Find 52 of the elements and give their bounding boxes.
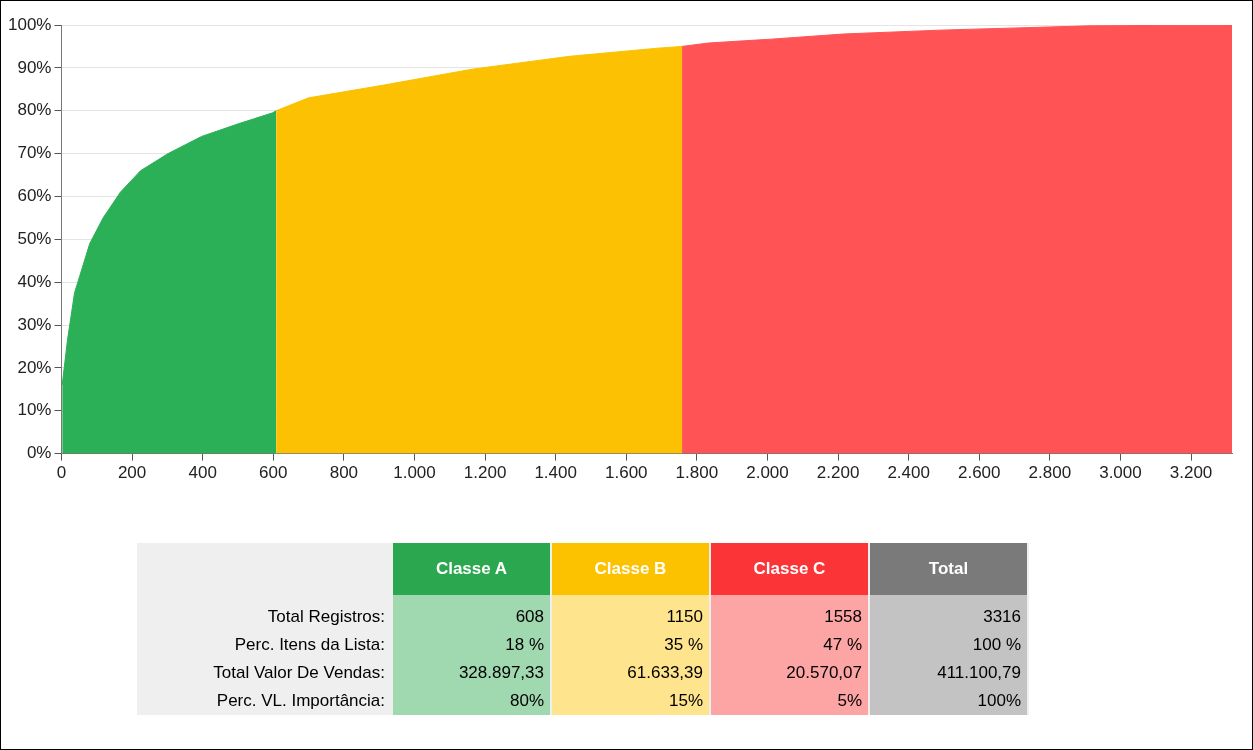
y-tick-label: 0% — [26, 443, 52, 463]
y-tick-label: 60% — [17, 186, 52, 206]
y-tick-label: 20% — [17, 357, 52, 377]
text: 1150 — [666, 607, 703, 626]
category-label: Classe C — [711, 543, 868, 595]
text: 18 % — [505, 635, 544, 654]
x-tick-label: 800 — [329, 463, 359, 483]
x-tick-label: 3.000 — [1099, 463, 1142, 483]
x-tick-label: 3.200 — [1169, 463, 1213, 483]
x-tick-label: 1.800 — [675, 463, 719, 483]
category-label: Total Valor De Vendas: — [213, 663, 385, 682]
y-tick-label: 80% — [17, 100, 52, 120]
category-label: Total — [870, 543, 1027, 595]
y-tick-label: 10% — [17, 400, 52, 420]
y-tick-label: 70% — [17, 143, 52, 163]
category-label: Perc. VL. Importância: — [216, 691, 385, 710]
category-label: Classe B — [552, 543, 709, 595]
x-tick-label: 1.400 — [534, 463, 577, 483]
y-tick-label: 90% — [17, 57, 52, 77]
text: 15% — [668, 691, 703, 710]
x-tick-label: 2.200 — [816, 463, 860, 483]
x-tick-label: 1.600 — [604, 463, 648, 483]
text: 1558 — [824, 607, 862, 626]
y-tick-label: 40% — [17, 271, 52, 291]
category-label: Perc. Itens da Lista: — [234, 635, 385, 654]
text: 608 — [515, 607, 544, 626]
x-tick-label: 400 — [188, 463, 217, 483]
text: 100% — [977, 691, 1021, 710]
text: 35 % — [664, 635, 703, 654]
x-tick-label: 0 — [56, 463, 67, 483]
text: 100 % — [972, 635, 1021, 654]
y-tick-label: 50% — [17, 228, 52, 248]
y-tick-label: 100% — [8, 14, 52, 34]
text: 411.100,79 — [937, 663, 1021, 682]
text: 5% — [837, 691, 862, 710]
x-tick-label: 1.000 — [393, 463, 436, 483]
x-tick-label: 2.600 — [957, 463, 1001, 483]
x-tick-label: 2.800 — [1028, 463, 1072, 483]
y-tick-label: 30% — [17, 314, 52, 334]
x-tick-label: 1.200 — [463, 463, 507, 483]
category-label: Total Registros: — [267, 607, 385, 626]
x-tick-label: 600 — [259, 463, 288, 483]
category-label: Classe A — [393, 543, 550, 595]
text: 20.570,07 — [786, 663, 862, 682]
text: 328.897,33 — [458, 663, 544, 682]
x-tick-label: 2.400 — [887, 463, 930, 483]
text: 80% — [509, 691, 544, 710]
x-tick-label: 2.000 — [746, 463, 789, 483]
x-tick-label: 200 — [117, 463, 147, 483]
text: 47 % — [823, 635, 862, 654]
text: 3316 — [983, 607, 1021, 626]
text: 61.633,39 — [627, 663, 703, 682]
